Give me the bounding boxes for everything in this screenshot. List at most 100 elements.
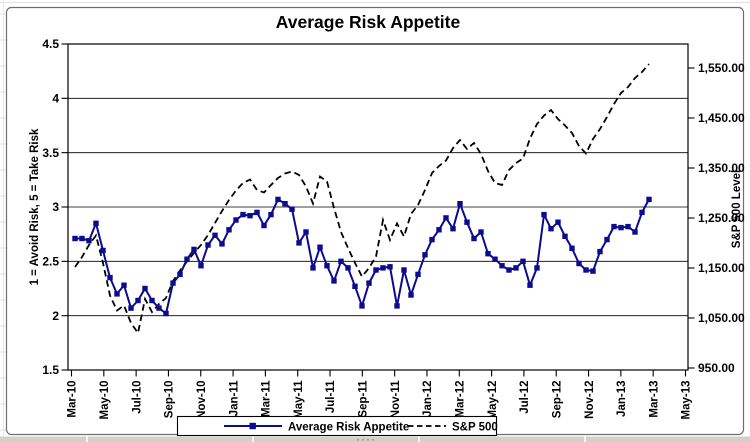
risk-appetite-marker (79, 235, 85, 242)
x-axis-tick-label: Mar-10 (67, 381, 79, 418)
risk-appetite-marker (611, 223, 617, 230)
x-axis-tick-label: Sep-10 (164, 381, 176, 419)
series-sp500-dashed-line[interactable] (74, 63, 650, 336)
x-axis-tick-label: May-12 (487, 381, 499, 420)
risk-appetite-marker (436, 227, 442, 233)
x-axis-tick-label: May-11 (293, 380, 305, 419)
right-axis-tick-label: 1,550.00 (698, 61, 745, 75)
risk-appetite-marker (100, 247, 106, 254)
risk-appetite-marker (261, 222, 267, 229)
axis-tick-labels: 1.5 2 2.5 3 3.5 4 4.5 950.00 1,050.00 1,150.00 1,2… (42, 37, 745, 419)
risk-appetite-marker (128, 305, 134, 311)
risk-appetite-marker (233, 217, 239, 223)
risk-appetite-marker (324, 263, 330, 269)
page-break-dot (357, 439, 359, 441)
risk-appetite-marker (163, 310, 169, 317)
risk-appetite-marker (499, 263, 505, 269)
risk-appetite-marker (422, 252, 428, 258)
risk-appetite-marker (380, 265, 386, 271)
risk-appetite-marker (555, 219, 561, 225)
right-axis-tick-label: 1,250.00 (698, 211, 745, 225)
risk-appetite-marker (93, 220, 99, 226)
chart-title[interactable]: Average Risk Appetite (276, 12, 461, 32)
legend-label-risk: Average Risk Appetite (288, 422, 409, 434)
risk-appetite-marker (646, 196, 652, 203)
bottom-strip (0, 436, 750, 442)
x-axis-tick-label: Nov-11 (390, 380, 402, 418)
risk-appetite-marker (156, 305, 162, 311)
risk-appetite-marker (135, 297, 141, 304)
sp500-line (74, 63, 650, 336)
risk-appetite-marker (527, 282, 533, 288)
right-axis-tick-label: 1,350.00 (698, 161, 745, 175)
risk-appetite-marker (359, 303, 365, 309)
risk-appetite-marker (254, 209, 260, 216)
risk-appetite-marker (632, 229, 638, 235)
risk-appetite-marker (457, 201, 463, 207)
risk-appetite-marker (541, 211, 547, 218)
risk-appetite-marker (289, 206, 295, 212)
risk-appetite-marker (618, 224, 624, 231)
series-risk-appetite-line[interactable] (72, 196, 652, 317)
legend-box[interactable] (176, 415, 498, 437)
risk-appetite-marker (408, 292, 414, 298)
right-axis-tick-label: 950.00 (698, 361, 735, 375)
risk-appetite-marker (387, 264, 393, 270)
risk-appetite-marker (401, 267, 407, 273)
x-axis-tick-label: Jul-12 (519, 381, 531, 414)
legend[interactable]: Average Risk Appetite S&P 500 (176, 415, 498, 437)
x-axis-tick-label: May-13 (681, 381, 693, 420)
risk-appetite-marker (597, 248, 603, 255)
x-axis-tick-label: May-10 (99, 381, 111, 420)
x-axis-tick-label: Sep-12 (551, 381, 563, 419)
risk-appetite-marker (219, 241, 225, 247)
bottom-strip-cell-separators (86, 436, 586, 442)
x-axis-tick-label: Mar-11 (261, 380, 273, 417)
risk-appetite-marker (485, 251, 491, 257)
risk-appetite-marker (247, 213, 253, 219)
risk-appetite-marker (338, 258, 344, 264)
risk-appetite-marker (464, 219, 470, 225)
right-axis-tick-label: 1,050.00 (698, 311, 745, 325)
risk-appetite-marker (492, 256, 498, 262)
page-break-dot (372, 439, 374, 441)
legend-label-sp500: S&P 500 (452, 422, 498, 434)
x-axis-tick-label: Sep-11 (358, 380, 370, 418)
risk-appetite-marker (184, 256, 190, 262)
risk-appetite-marker (478, 229, 484, 235)
risk-appetite-marker (142, 285, 148, 292)
risk-appetite-marker (443, 215, 449, 221)
left-axis-tick-label: 3 (52, 200, 59, 214)
left-axis-tick-label: 2 (52, 309, 59, 323)
risk-appetite-marker (72, 235, 78, 242)
risk-appetite-marker (205, 242, 211, 248)
legend-risk-marker-sample (249, 422, 256, 430)
right-axis-title[interactable]: S&P 500 Level (731, 170, 743, 248)
risk-appetite-marker (534, 265, 540, 271)
risk-appetite-marker (303, 229, 309, 235)
risk-appetite-marker (177, 271, 183, 278)
x-axis-tick-label: Jul-10 (131, 381, 143, 414)
risk-appetite-marker (268, 211, 274, 218)
risk-appetite-marker (639, 209, 645, 216)
risk-appetite-marker (296, 240, 302, 246)
page-break-dot (367, 439, 369, 441)
risk-appetite-marker (310, 265, 316, 271)
page-break-dot (362, 439, 364, 441)
x-axis-tick-label: Mar-13 (648, 381, 660, 418)
risk-appetite-marker (548, 226, 554, 232)
x-axis-tick-label: Jan-11 (228, 380, 240, 416)
risk-appetite-marker (506, 267, 512, 273)
risk-appetite-marker (226, 227, 232, 233)
left-axis-title[interactable]: 1 = Avoid Risk, 5 = Take Risk (29, 128, 41, 285)
risk-appetite-marker (317, 244, 323, 250)
risk-appetite-marker (373, 267, 379, 273)
risk-appetite-marker (352, 283, 358, 289)
risk-appetite-marker (450, 226, 456, 232)
x-axis-tick-label: Jul-11 (325, 380, 337, 413)
right-axis-tick-label: 1,150.00 (698, 261, 745, 275)
risk-appetite-marker (198, 263, 204, 269)
risk-appetite-marker (121, 282, 127, 288)
worksheet-bottom-strip (0, 436, 750, 442)
